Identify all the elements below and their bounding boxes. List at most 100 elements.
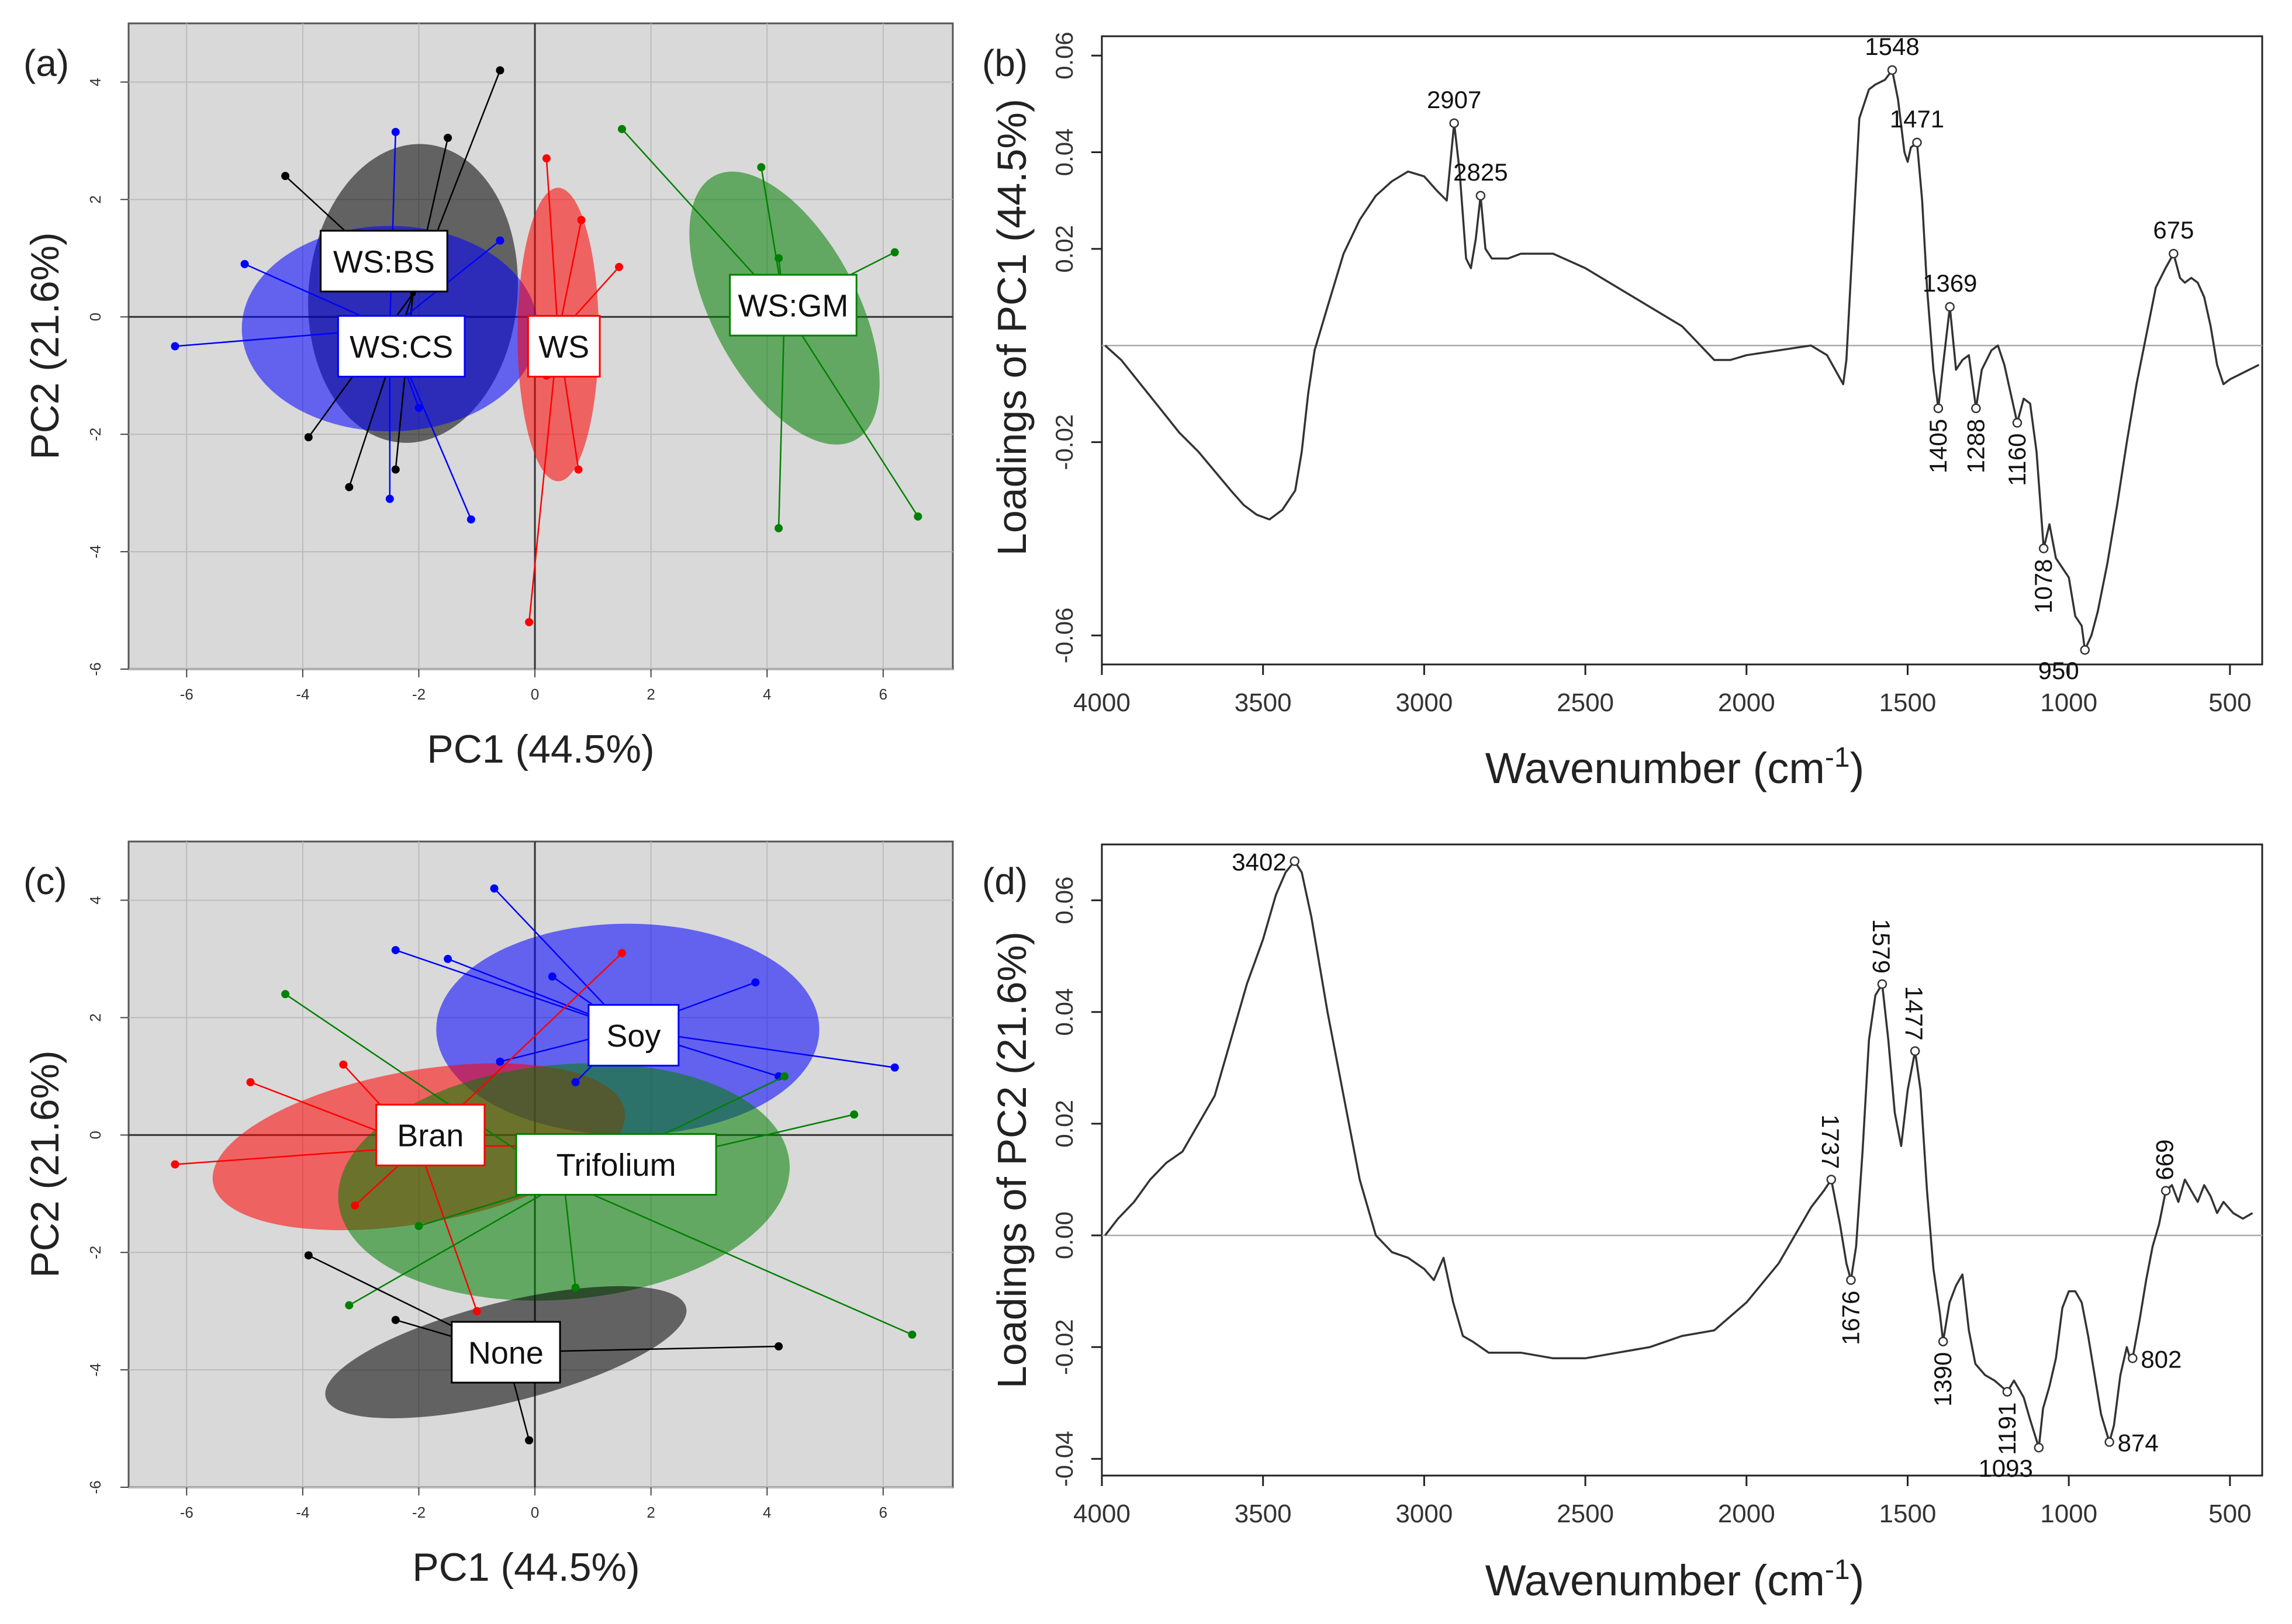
panel-a-point-ws-gm: [914, 512, 922, 521]
panel-b-y-tick-label: 0.04: [1050, 129, 1078, 176]
panel-b-peak-label: 1471: [1890, 105, 1944, 133]
panel-a-x-tick-label: -2: [412, 685, 426, 703]
panel-a-group-label-ws-cs: WS:CS: [350, 330, 453, 365]
panel-a-point-ws-gm: [775, 254, 783, 262]
panel-c-point-trifolium: [281, 990, 290, 999]
panel-a-point-ws-gm: [757, 163, 766, 172]
panel-a-pca-scores: (a) WS:BS WS:CS WS WS:GM -6 -4 -2 0 2 4 6 -6 -4 -2 0 2…: [23, 22, 954, 771]
panel-d-x-tick-label: 4000: [1073, 1500, 1131, 1528]
panel-c-group-label-box-trifolium: [515, 1133, 717, 1196]
panel-a-point-ws-gm: [890, 248, 899, 257]
panel-d-y-tick-label: 0.02: [1050, 1100, 1078, 1148]
panel-a-point-ws: [542, 154, 551, 163]
panel-c-spoke-trifolium: [563, 1182, 576, 1288]
panel-a-group-label-box-ws: [527, 315, 601, 378]
panel-d-peak-marker: [1846, 1275, 1856, 1285]
panel-c-group-label-soy: Soy: [606, 1019, 661, 1054]
panel-d-peak-label: 802: [2141, 1345, 2182, 1373]
panel-b-y-axis-label: Loadings of PC1 (44.5%): [989, 99, 1035, 556]
panel-d-peak-label: 1477: [1900, 986, 1928, 1040]
panel-b-x-tick-label: 1500: [1879, 688, 1937, 717]
panel-a-x-tick-label: 0: [531, 685, 539, 703]
panel-a-point-ws-bs: [281, 172, 290, 181]
panel-a-label: (a): [23, 42, 69, 84]
panel-a-point-ws: [574, 465, 583, 474]
panel-c-point-none: [525, 1436, 534, 1445]
panel-c-y-tick-label: -6: [87, 1480, 104, 1494]
panel-a-x-tick-label: 4: [763, 685, 771, 703]
panel-c-point-bran: [171, 1160, 179, 1169]
panel-b-peak-label: 1288: [1962, 419, 1989, 473]
panel-c-label: (c): [23, 860, 67, 902]
panel-a-y-tick-label: 4: [87, 78, 104, 86]
panel-a-point-ws: [577, 216, 586, 224]
panel-c-spoke-bran: [418, 1146, 478, 1312]
panel-d-plot-area: [1101, 843, 2263, 1477]
panel-b-pc1-loadings: (b) 2907 2825 1548 1471 1369 675 1405 1288 1160 1…: [982, 32, 2263, 792]
panel-c-x-axis-label: PC1 (44.5%): [412, 1545, 639, 1590]
panel-c-point-bran: [351, 1201, 359, 1210]
panel-a-group-label-ws-bs: WS:BS: [333, 244, 435, 279]
panel-d-peak-marker: [1290, 856, 1299, 866]
panel-a-spoke-ws-gm: [777, 308, 786, 528]
panel-a-y-tick-label: -6: [87, 662, 104, 676]
panel-a-point-ws-bs: [496, 66, 504, 75]
panel-a-point-ws: [525, 618, 534, 626]
panel-d-peak-label: 1579: [1868, 919, 1895, 974]
panel-b-x-tick-label: 500: [2208, 688, 2251, 717]
panel-c-x-tick-label: -4: [296, 1504, 309, 1521]
panel-a-group-label-ws-gm: WS:GM: [738, 289, 848, 324]
panel-d-peak-label: 1676: [1837, 1290, 1864, 1345]
panel-a-x-tick-label: -6: [180, 685, 193, 703]
panel-c-x-tick-label: -2: [412, 1504, 426, 1521]
panel-d-x-tick-label: 1500: [1879, 1500, 1937, 1528]
panel-d-peak-label: 3402: [1232, 849, 1286, 876]
panel-d-y-tick-label: 0.04: [1050, 988, 1078, 1036]
panel-b-peak-label: 1405: [1924, 419, 1952, 473]
panel-b-y-tick-label: -0.06: [1050, 608, 1078, 664]
panel-a-point-ws-bs: [345, 483, 354, 491]
panel-d-y-tick-label: -0.02: [1050, 1319, 1078, 1375]
panel-a-x-tick-label: -4: [296, 685, 309, 703]
panel-a-point-ws-cs: [385, 494, 394, 503]
panel-c-point-soy: [890, 1063, 899, 1072]
panel-c-point-trifolium: [345, 1301, 354, 1310]
panel-c-group-label-bran: Bran: [397, 1119, 464, 1154]
panel-b-x-tick-label: 1000: [2040, 688, 2097, 717]
panel-a-point-ws-cs: [466, 515, 475, 524]
panel-c-point-soy: [391, 946, 400, 954]
panel-c-y-tick-label: 2: [87, 1013, 104, 1022]
panel-d-y-tick-label: -0.04: [1050, 1431, 1078, 1487]
panel-d-peak-marker: [2104, 1437, 2114, 1447]
panel-b-x-tick-label: 4000: [1073, 688, 1131, 717]
panel-b-peak-label: 1369: [1923, 269, 1977, 297]
panel-b-peak-marker: [1912, 137, 1922, 148]
panel-a-group-label-box-ws-bs: [320, 230, 448, 293]
panel-b-peak-marker: [2012, 418, 2023, 428]
panel-a-point-ws-cs: [496, 236, 504, 245]
panel-d-y-tick-label: 0.00: [1050, 1211, 1078, 1259]
panel-a-point-ws: [615, 262, 624, 271]
panel-b-peak-label: 2907: [1427, 86, 1481, 113]
panel-c-x-tick-label: 0: [531, 1504, 539, 1521]
panel-c-point-trifolium: [908, 1330, 917, 1339]
panel-d-peak-label: 1093: [1978, 1455, 2032, 1482]
panel-a-y-tick-label: 0: [87, 313, 104, 321]
panel-a-y-axis-label: PC2 (21.6%): [23, 232, 67, 459]
panel-b-y-tick-label: 0.02: [1050, 225, 1078, 273]
panel-a-point-ws-cs: [171, 342, 179, 351]
panel-c-group-label-box-bran: [375, 1103, 486, 1166]
panel-b-peak-marker: [1887, 65, 1897, 75]
panel-d-y-tick-label: 0.06: [1050, 877, 1078, 924]
panel-b-peak-label: 950: [2038, 657, 2079, 684]
panel-b-peak-marker: [2169, 248, 2179, 259]
panel-c-group-label-none: None: [468, 1335, 544, 1370]
panel-c-group-label-box-none: [451, 1321, 561, 1384]
panel-a-point-ws-gm: [775, 524, 783, 532]
panel-c-point-soy: [444, 954, 452, 963]
panel-c-point-soy: [751, 978, 760, 987]
panel-c-point-bran: [339, 1060, 348, 1069]
panel-d-x-tick-label: 500: [2208, 1500, 2251, 1528]
panel-c-point-trifolium: [414, 1221, 423, 1230]
panel-c-point-bran: [472, 1307, 481, 1315]
